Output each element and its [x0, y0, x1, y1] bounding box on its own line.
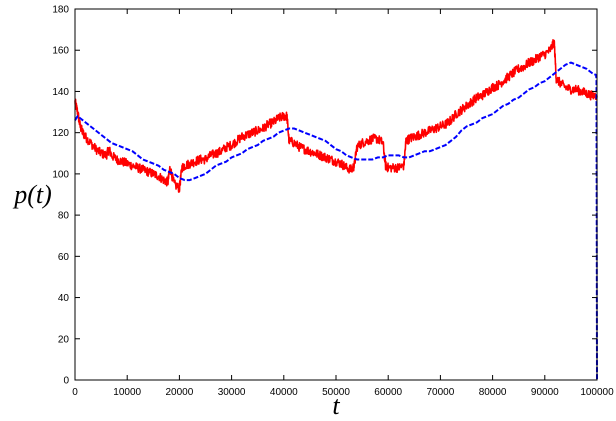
y-tick-label: 160	[52, 46, 69, 57]
series-2-line	[74, 61, 598, 381]
x-tick-label: 40000	[270, 387, 298, 398]
series-1-line	[74, 38, 598, 193]
x-tick-label: 10000	[113, 387, 141, 398]
y-tick-label: 20	[58, 334, 70, 345]
x-tick-label: 20000	[165, 387, 193, 398]
y-tick-label: 180	[52, 5, 69, 16]
ticks-layer: 0 10000 20000 30000 40000 50000 60000 70000 8000…	[52, 5, 614, 399]
plot-frame	[74, 8, 598, 381]
y-tick-label: 0	[63, 376, 69, 387]
y-axis-label: p(t)	[12, 180, 52, 209]
y-tick-label: 100	[52, 169, 69, 180]
x-tick-label: 60000	[374, 387, 402, 398]
y-tick-label: 60	[58, 252, 70, 263]
series-layer	[74, 38, 598, 381]
y-tick-label: 40	[58, 293, 70, 304]
x-tick-label: 70000	[426, 387, 454, 398]
x-tick-label: 50000	[322, 387, 350, 398]
x-tick-label: 100000	[580, 387, 614, 398]
y-tick-label: 140	[52, 87, 69, 98]
x-tick-label: 30000	[218, 387, 246, 398]
y-tick-label: 120	[52, 128, 69, 139]
x-tick-label: 80000	[479, 387, 507, 398]
y-tick-label: 80	[58, 211, 70, 222]
x-axis-label: t	[332, 391, 340, 420]
x-tick-label: 90000	[531, 387, 559, 398]
x-tick-label: 0	[72, 387, 78, 398]
